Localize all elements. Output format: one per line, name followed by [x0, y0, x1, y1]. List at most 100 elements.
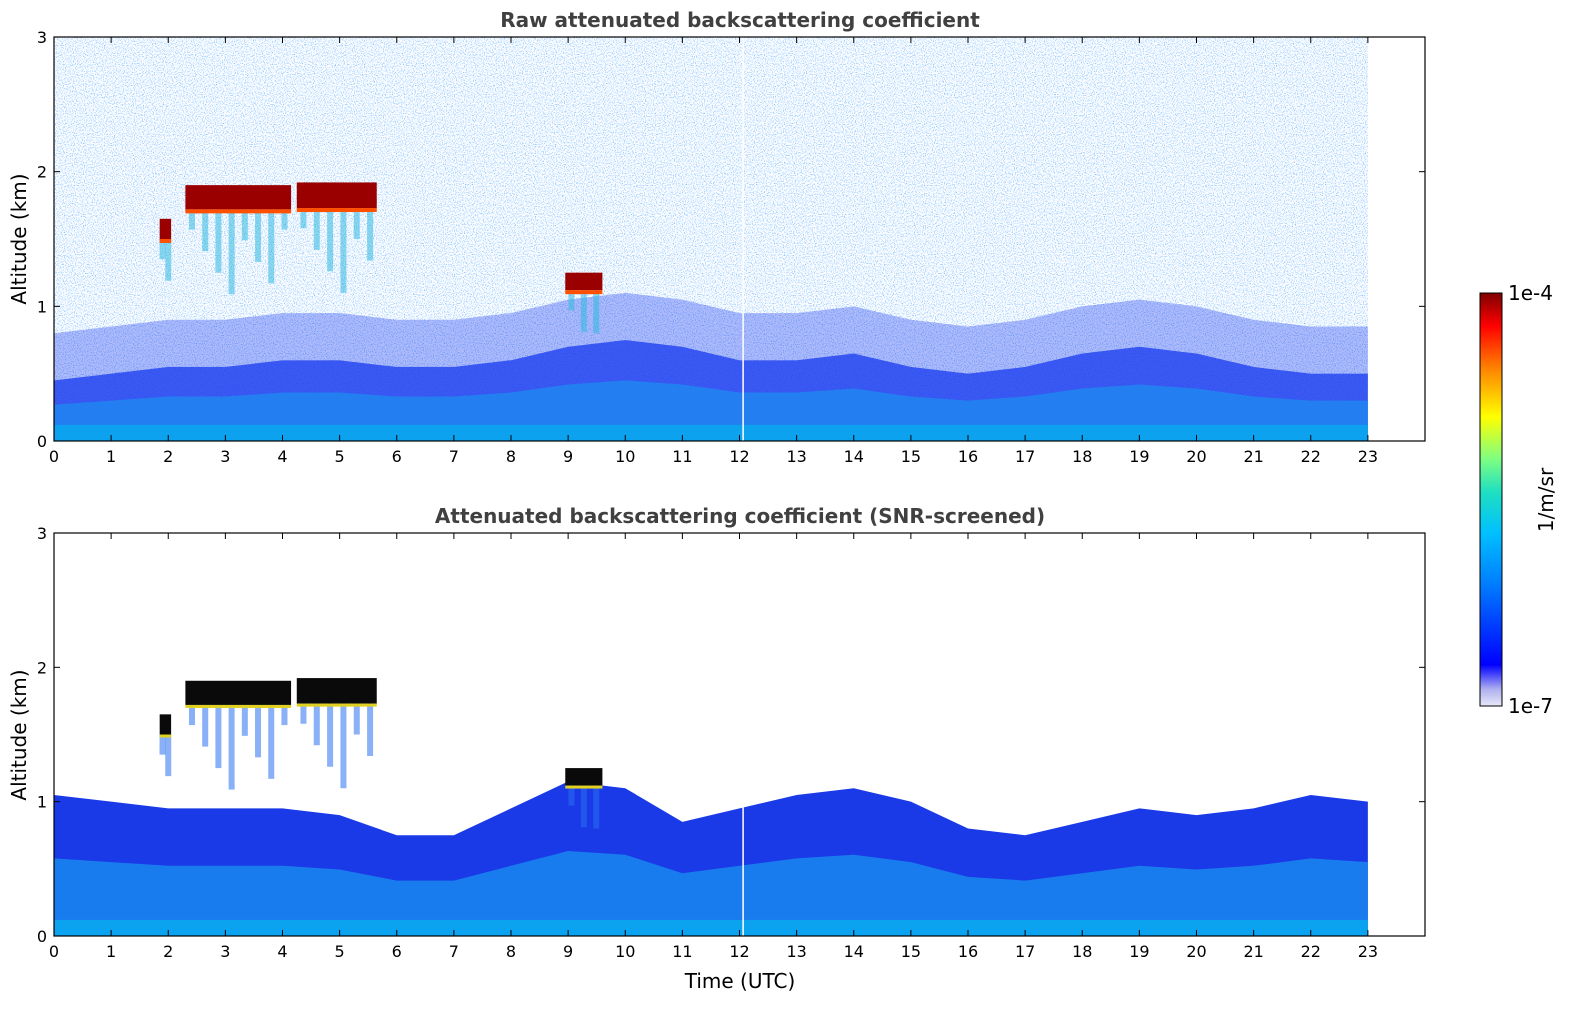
cloud-base-edge: [296, 208, 377, 213]
aerosol-layer: [54, 851, 1368, 936]
x-tick-label: 8: [506, 447, 516, 466]
virga-streak: [353, 208, 360, 239]
cloud-layer: [159, 218, 172, 239]
y-tick-label: 3: [37, 28, 47, 47]
virga-streak: [568, 785, 575, 806]
virga-streak: [580, 290, 587, 332]
x-tick-label: 12: [729, 942, 749, 961]
virga-streak: [241, 704, 248, 736]
x-tick-label: 9: [563, 447, 573, 466]
plot-area: [54, 37, 1368, 441]
colorbar: 1e-4 1e-7 1/m/sr: [1479, 281, 1558, 718]
virga-streak: [241, 209, 248, 241]
x-tick-label: 11: [672, 942, 692, 961]
y-tick-label: 3: [37, 524, 47, 543]
snr-screened-panel: Attenuated backscattering coefficient (S…: [7, 504, 1426, 993]
virga-streak: [188, 704, 195, 726]
y-tick-label: 0: [37, 432, 47, 451]
cloud-base-edge: [565, 290, 603, 295]
raw-backscatter-panel: Raw attenuated backscattering coefficien…: [7, 8, 1426, 466]
colorbar-gradient: [1479, 292, 1503, 707]
x-tick-label: 7: [449, 447, 459, 466]
x-tick-label: 6: [392, 942, 402, 961]
cloud-base-edge: [159, 734, 172, 738]
virga-streak: [593, 290, 600, 334]
virga-streak: [202, 704, 209, 747]
virga-streak: [255, 704, 262, 758]
virga-streak: [300, 208, 307, 229]
virga-streak: [313, 703, 320, 746]
x-tick-label: 18: [1072, 447, 1092, 466]
virga-streak: [215, 209, 222, 273]
cloud-layer: [185, 680, 292, 705]
x-tick-label: 17: [1015, 447, 1035, 466]
virga-streak: [281, 704, 288, 726]
virga-streak: [165, 239, 172, 281]
x-tick-label: 4: [277, 942, 287, 961]
x-tick-label: 20: [1186, 942, 1206, 961]
virga-streak: [268, 209, 275, 284]
x-tick-label: 1: [106, 942, 116, 961]
x-tick-label: 13: [786, 447, 806, 466]
x-tick-label: 14: [844, 447, 864, 466]
virga-streak: [367, 208, 374, 261]
x-tick-label: 19: [1129, 942, 1149, 961]
x-tick-label: 18: [1072, 942, 1092, 961]
virga-streak: [188, 209, 195, 230]
cloud-layer: [296, 182, 377, 209]
plot-area: [54, 533, 1368, 936]
transition-layer: [54, 292, 1368, 381]
virga-streak: [159, 734, 166, 755]
x-tick-label: 2: [163, 942, 173, 961]
x-tick-label: 22: [1301, 942, 1321, 961]
x-tick-label: 19: [1129, 447, 1149, 466]
data-gap-line: [742, 533, 744, 936]
x-tick-label: 23: [1358, 447, 1378, 466]
x-axis: 0 1 2 3 4 5 6 7 8 9 10 11 12 13 14 15 16 17 18 19 20 21 22 23: [49, 533, 1378, 961]
x-tick-label: 22: [1301, 447, 1321, 466]
x-tick-label: 13: [786, 942, 806, 961]
cloud-layer: [185, 185, 292, 210]
x-tick-label: 3: [220, 447, 230, 466]
chart-title: Raw attenuated backscattering coefficien…: [500, 8, 980, 32]
x-tick-label: 16: [958, 942, 978, 961]
x-tick-label: 5: [335, 447, 345, 466]
cloud-layer: [159, 714, 172, 735]
y-axis-label: Altitude (km): [7, 173, 31, 304]
virga-streak: [281, 209, 288, 230]
virga-streak: [268, 704, 275, 779]
colorbar-min-label: 1e-7: [1508, 694, 1553, 718]
x-tick-label: 10: [615, 942, 635, 961]
virga-streak: [580, 785, 587, 828]
y-tick-label: 1: [37, 297, 47, 316]
cloud-base-edge: [159, 239, 172, 243]
virga-streak: [340, 703, 347, 789]
x-tick-label: 16: [958, 447, 978, 466]
x-tick-label: 15: [901, 942, 921, 961]
colorbar-max-label: 1e-4: [1508, 281, 1553, 305]
x-tick-label: 3: [220, 942, 230, 961]
virga-streak: [353, 703, 360, 735]
virga-streak: [159, 239, 166, 260]
cloud-layer: [565, 272, 603, 291]
virga-streak: [202, 209, 209, 252]
x-tick-label: 10: [615, 447, 635, 466]
chart-title: Attenuated backscattering coefficient (S…: [435, 504, 1045, 528]
virga-streak: [568, 290, 575, 311]
x-tick-label: 12: [729, 447, 749, 466]
data-gap-line: [742, 37, 744, 441]
x-tick-label: 21: [1243, 447, 1263, 466]
x-tick-label: 14: [844, 942, 864, 961]
x-tick-label: 8: [506, 942, 516, 961]
cloud-base-edge: [565, 785, 603, 789]
virga-streak: [313, 208, 320, 250]
surface-layer: [54, 424, 1368, 441]
virga-streak: [300, 703, 307, 724]
virga-streak: [327, 208, 334, 272]
x-axis-label: Time (UTC): [684, 969, 796, 993]
y-tick-label: 2: [37, 658, 47, 677]
surface-layer: [54, 919, 1368, 936]
virga-streak: [593, 785, 600, 829]
cloud-base-edge: [296, 703, 377, 707]
